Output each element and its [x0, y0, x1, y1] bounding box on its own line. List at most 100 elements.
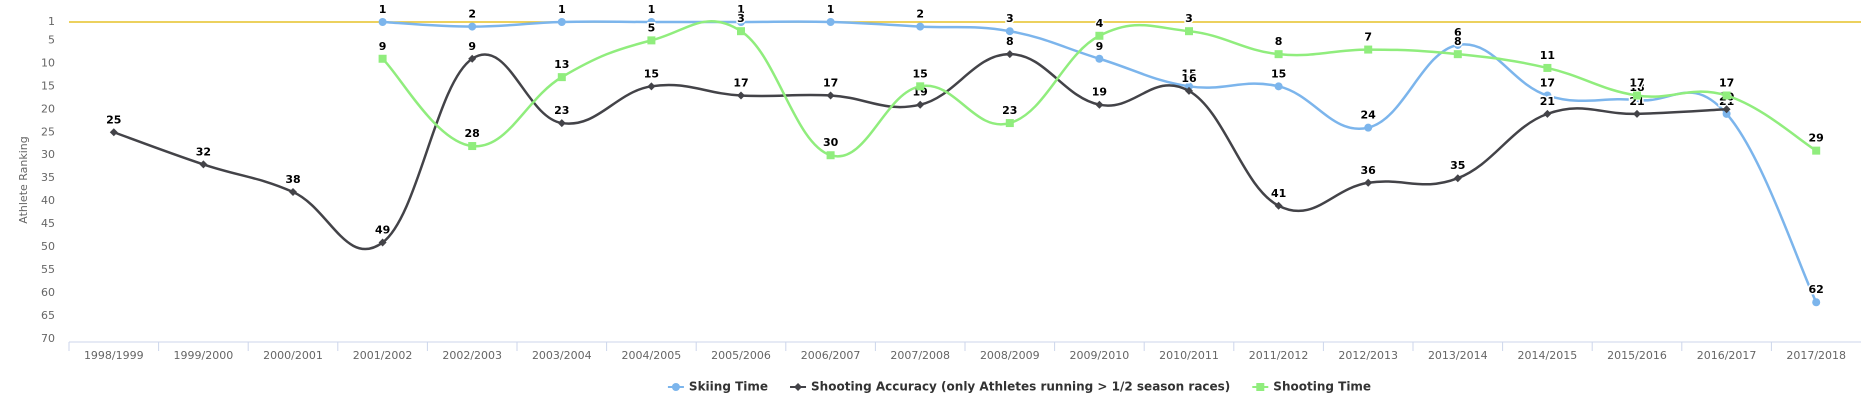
legend-item[interactable]: Skiing Time — [667, 380, 768, 394]
marker — [557, 73, 566, 82]
x-tick-label: 2011/2012 — [1249, 349, 1309, 362]
marker — [826, 151, 835, 160]
value-label: 9 — [379, 40, 387, 53]
value-label: 11 — [1540, 49, 1555, 62]
marker — [378, 18, 387, 26]
value-label: 2 — [916, 8, 924, 21]
value-label: 2 — [468, 8, 476, 21]
marker — [647, 18, 656, 26]
marker — [1812, 298, 1821, 307]
y-tick-label: 60 — [41, 286, 55, 299]
x-tick-label: 2014/2015 — [1518, 349, 1578, 362]
y-tick-label: 15 — [41, 79, 55, 92]
y-tick-label: 65 — [41, 309, 55, 322]
y-tick-label: 5 — [48, 33, 55, 46]
value-label: 1 — [648, 3, 656, 16]
value-label: 15 — [644, 67, 659, 80]
value-label: 17 — [733, 77, 748, 90]
value-label: 15 — [1271, 67, 1286, 80]
marker — [1274, 201, 1283, 210]
y-tick-label: 45 — [41, 217, 55, 230]
value-label: 17 — [1540, 77, 1555, 90]
y-tick-label: 10 — [41, 56, 55, 69]
value-label: 35 — [1450, 159, 1465, 172]
x-tick-label: 2012/2013 — [1338, 349, 1398, 362]
legend-label: Skiing Time — [689, 380, 768, 394]
value-label: 23 — [1002, 104, 1017, 117]
legend-label: Shooting Accuracy (only Athletes running… — [811, 380, 1230, 394]
x-tick-label: 2006/2007 — [801, 349, 861, 362]
value-label: 8 — [1454, 35, 1462, 48]
marker — [1453, 174, 1462, 183]
marker — [289, 187, 297, 196]
marker — [468, 22, 477, 31]
marker — [1185, 86, 1193, 95]
x-tick-label: 2013/2014 — [1428, 349, 1488, 362]
marker — [671, 383, 680, 391]
y-tick-label: 50 — [41, 240, 55, 253]
value-label: 23 — [554, 104, 569, 117]
value-label: 13 — [554, 58, 569, 71]
x-tick-label: 2007/2008 — [890, 349, 950, 362]
marker — [1633, 91, 1641, 100]
marker — [1274, 50, 1283, 59]
x-tick-label: 2008/2009 — [980, 349, 1040, 362]
y-tick-label: 25 — [41, 125, 55, 138]
y-tick-label: 70 — [41, 332, 55, 345]
value-label: 1 — [827, 3, 835, 16]
value-label: 15 — [1181, 67, 1196, 80]
marker — [1543, 63, 1552, 72]
marker — [916, 100, 925, 109]
x-tick-label: 1998/1999 — [84, 349, 144, 362]
value-label: 36 — [1361, 164, 1377, 177]
y-tick-label: 20 — [41, 102, 55, 115]
marker — [737, 91, 745, 100]
value-label: 9 — [468, 40, 476, 53]
marker — [737, 27, 745, 36]
value-label: 16 — [1181, 72, 1197, 85]
marker — [737, 18, 745, 26]
marker — [468, 54, 477, 63]
marker — [1005, 27, 1014, 36]
x-tick-label: 2000/2001 — [263, 349, 323, 362]
x-tick-label: 1999/2000 — [174, 349, 234, 362]
marker — [1453, 40, 1462, 49]
value-label: 7 — [1364, 31, 1372, 44]
legend-label: Shooting Time — [1273, 380, 1371, 394]
x-tick-label: 2017/2018 — [1786, 349, 1846, 362]
value-label: 6 — [1454, 26, 1462, 39]
marker — [1543, 109, 1552, 118]
x-tick-label: 2004/2005 — [622, 349, 682, 362]
y-tick-label: 30 — [41, 148, 55, 161]
marker — [916, 22, 925, 31]
value-label: 24 — [1361, 109, 1377, 122]
marker — [1722, 105, 1731, 114]
value-label: 21 — [1540, 95, 1555, 108]
marker — [647, 82, 656, 91]
marker — [1005, 119, 1014, 128]
marker — [916, 82, 925, 91]
legend-item[interactable]: Shooting Time — [1252, 380, 1371, 394]
value-label: 8 — [1006, 35, 1014, 48]
marker — [794, 383, 803, 391]
value-label: 30 — [823, 136, 839, 149]
x-tick-label: 2010/2011 — [1159, 349, 1219, 362]
value-label: 41 — [1271, 187, 1286, 200]
value-label: 15 — [913, 67, 928, 80]
value-label: 17 — [1719, 77, 1734, 90]
legend: Skiing Time Shooting Accuracy (only Athle… — [667, 380, 1371, 394]
y-tick-label: 55 — [41, 263, 55, 276]
marker — [1812, 146, 1821, 155]
value-label: 3 — [1185, 12, 1193, 25]
value-label: 1 — [379, 3, 387, 16]
marker — [1364, 45, 1373, 54]
value-label: 62 — [1809, 283, 1824, 296]
legend-item[interactable]: Shooting Accuracy (only Athletes running… — [790, 380, 1230, 394]
x-tick-label: 2002/2003 — [442, 349, 502, 362]
value-label: 1 — [737, 3, 745, 16]
marker — [1274, 82, 1283, 91]
